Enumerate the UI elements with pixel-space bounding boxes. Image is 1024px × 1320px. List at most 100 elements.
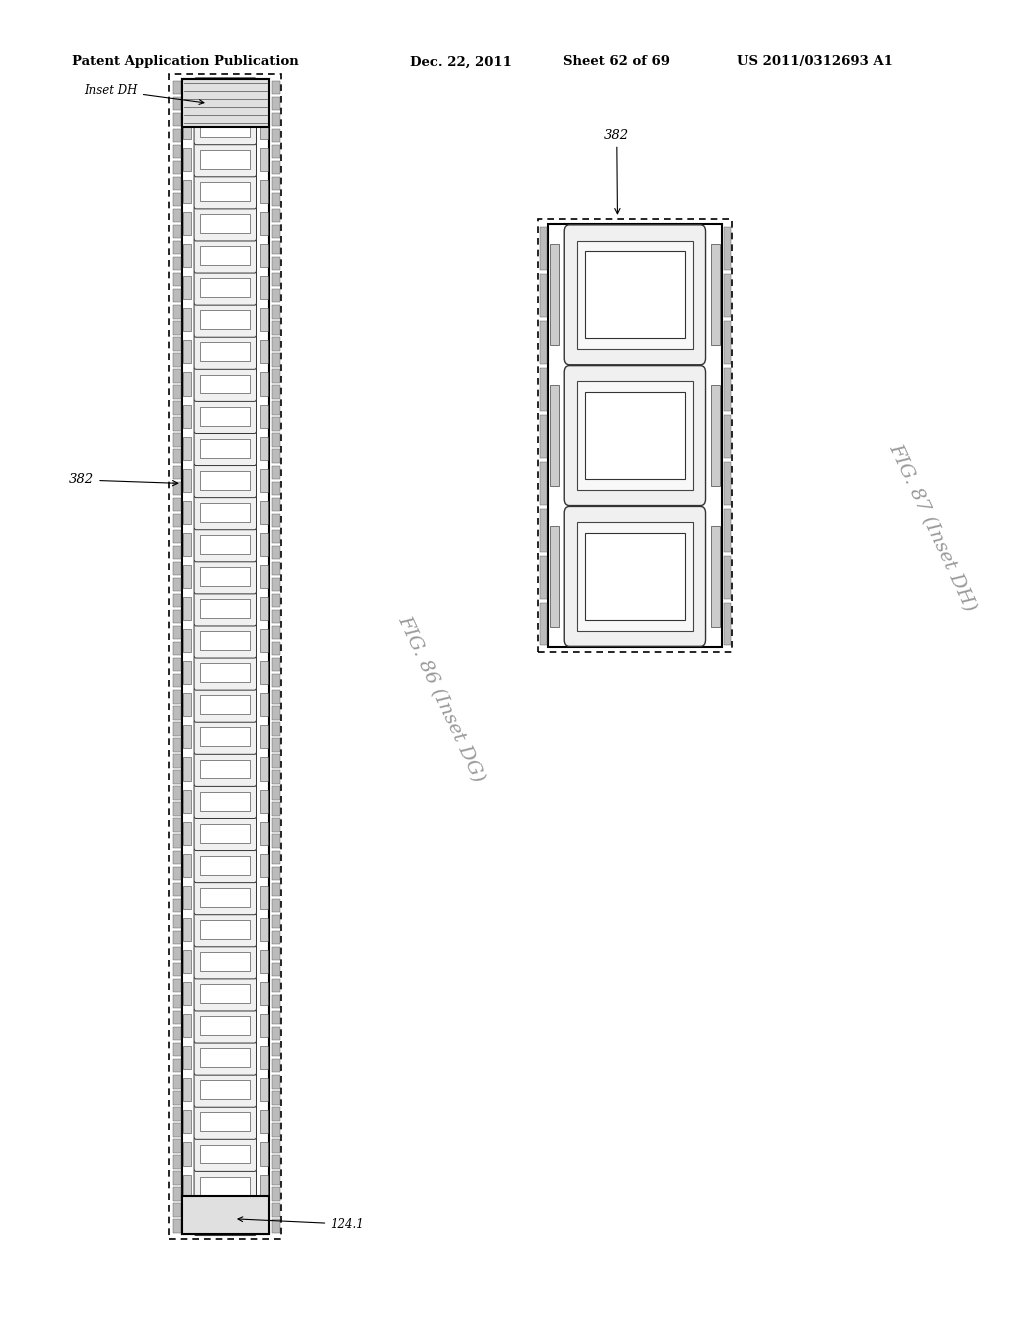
Bar (272, 657, 281, 672)
Bar (724, 508, 731, 552)
Bar (172, 995, 180, 1008)
Bar (260, 372, 267, 396)
Bar (183, 1142, 190, 1166)
Bar (172, 931, 180, 944)
Bar (260, 1014, 267, 1038)
Bar (172, 610, 180, 623)
Bar (183, 789, 190, 813)
FancyBboxPatch shape (564, 224, 706, 364)
Bar (182, 1196, 268, 1234)
Bar (183, 180, 190, 203)
Bar (272, 1074, 281, 1089)
Bar (201, 568, 250, 586)
Bar (172, 1123, 180, 1137)
Bar (272, 193, 281, 206)
Bar (183, 148, 190, 172)
Bar (724, 227, 731, 271)
Bar (260, 1047, 267, 1069)
Bar (183, 693, 190, 717)
Bar (201, 759, 250, 779)
Bar (183, 213, 190, 235)
Bar (548, 224, 722, 647)
Bar (260, 565, 267, 587)
Bar (201, 117, 250, 137)
Bar (201, 1016, 250, 1035)
FancyBboxPatch shape (195, 1168, 256, 1204)
Bar (183, 372, 190, 396)
Bar (172, 257, 180, 271)
Bar (260, 148, 267, 172)
Bar (201, 471, 250, 490)
Bar (272, 1043, 281, 1056)
Bar (201, 663, 250, 682)
FancyBboxPatch shape (195, 367, 256, 401)
Bar (540, 602, 547, 645)
Bar (272, 1092, 281, 1105)
Bar (272, 417, 281, 430)
Bar (201, 214, 250, 234)
Bar (272, 610, 281, 623)
Bar (172, 803, 180, 816)
Bar (585, 533, 685, 620)
Bar (172, 81, 180, 94)
Bar (540, 368, 547, 411)
Bar (272, 112, 281, 125)
Bar (172, 850, 180, 863)
FancyBboxPatch shape (195, 302, 256, 337)
Bar (201, 824, 250, 842)
FancyBboxPatch shape (195, 880, 256, 915)
Bar (272, 161, 281, 174)
Bar (172, 513, 180, 527)
Bar (172, 209, 180, 222)
Bar (272, 1059, 281, 1072)
Bar (260, 116, 267, 139)
FancyBboxPatch shape (195, 977, 256, 1011)
Bar (272, 787, 281, 800)
Bar (201, 246, 250, 265)
Bar (272, 834, 281, 847)
Bar (172, 899, 180, 912)
Bar (201, 1113, 250, 1131)
Bar (172, 1220, 180, 1233)
Bar (272, 594, 281, 607)
Bar (201, 503, 250, 521)
Bar (272, 946, 281, 960)
FancyBboxPatch shape (195, 78, 256, 112)
Bar (540, 462, 547, 504)
Bar (201, 310, 250, 329)
Bar (201, 438, 250, 458)
Bar (724, 602, 731, 645)
Bar (260, 469, 267, 492)
Bar (260, 341, 267, 363)
Bar (172, 433, 180, 447)
Bar (272, 562, 281, 576)
Bar (172, 145, 180, 158)
Bar (183, 726, 190, 748)
Bar (172, 883, 180, 896)
Bar (272, 466, 281, 479)
Bar (172, 96, 180, 110)
Bar (172, 161, 180, 174)
FancyBboxPatch shape (564, 366, 706, 506)
Text: 382: 382 (604, 128, 630, 214)
Text: 124.1: 124.1 (238, 1217, 364, 1230)
Bar (711, 244, 720, 346)
Bar (172, 915, 180, 928)
Bar (260, 821, 267, 845)
Bar (201, 888, 250, 907)
Bar (272, 482, 281, 495)
Bar (172, 594, 180, 607)
FancyBboxPatch shape (195, 560, 256, 594)
Bar (272, 545, 281, 560)
Bar (183, 661, 190, 684)
Bar (172, 979, 180, 993)
Bar (585, 392, 685, 479)
Bar (540, 414, 547, 458)
Bar (183, 1206, 190, 1230)
Bar (183, 758, 190, 780)
Bar (183, 1047, 190, 1069)
Bar (172, 834, 180, 847)
Bar (540, 556, 547, 598)
Bar (540, 275, 547, 317)
FancyBboxPatch shape (195, 1040, 256, 1074)
